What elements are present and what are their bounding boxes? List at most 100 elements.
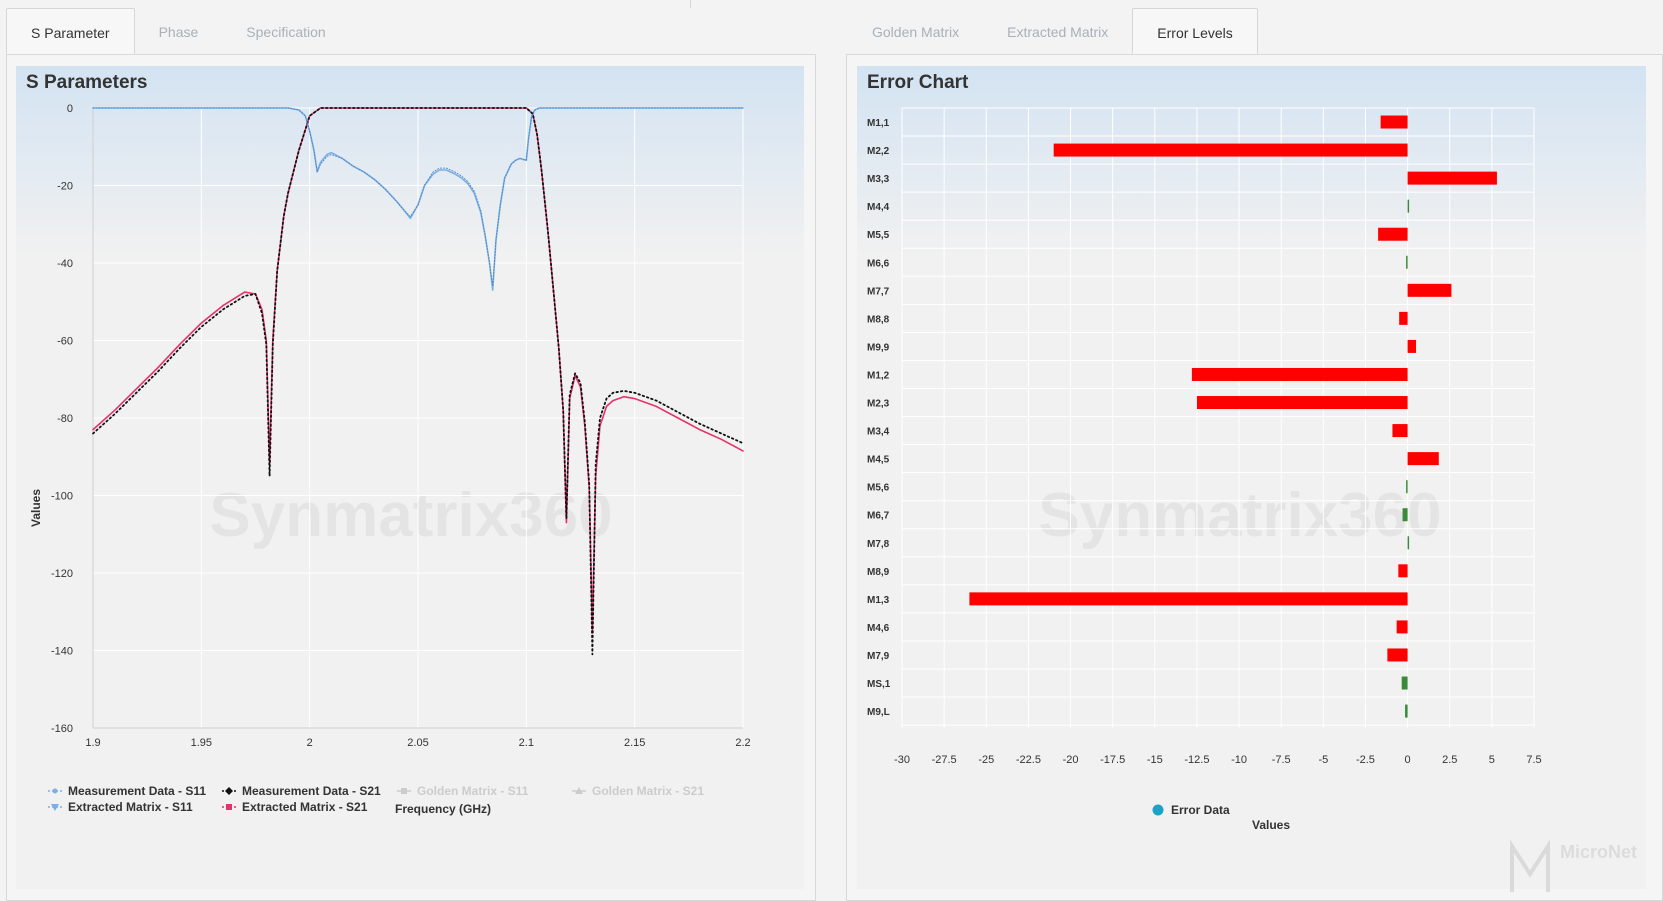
category-label: M5,6	[867, 483, 890, 494]
card-header-gradient	[16, 66, 804, 256]
y-axis-label: Values	[29, 489, 43, 527]
x-tick-label: -30	[894, 754, 910, 766]
error-bar	[1407, 171, 1497, 185]
series-line-measurement-data-s21	[92, 107, 744, 656]
error-chart-watermark: Synmatrix360	[1038, 481, 1441, 550]
x-tick-label: -17.5	[1100, 754, 1125, 766]
series-line-measurement-data-s11	[92, 107, 744, 287]
error-bar	[1053, 143, 1408, 157]
legend-label: Measurement Data - S21	[242, 784, 381, 798]
tab-s-parameter[interactable]: S Parameter	[6, 8, 135, 54]
category-label: M8,8	[867, 314, 890, 325]
y-tick-label: -60	[57, 336, 73, 348]
legend-label: Golden Matrix - S11	[417, 784, 529, 798]
category-label: M7,9	[867, 651, 890, 662]
top-divider	[690, 0, 691, 8]
error-bar	[1196, 396, 1408, 410]
category-label: M9,L	[867, 707, 890, 718]
x-tick-label: -15	[1147, 754, 1163, 766]
legend-marker-square	[226, 804, 232, 810]
category-label: M4,6	[867, 623, 890, 634]
x-tick-label: 0	[1405, 754, 1411, 766]
s-parameters-watermark: Synmatrix360	[209, 481, 612, 550]
legend-marker-triangle	[575, 787, 583, 794]
legend-dot-icon	[1152, 804, 1164, 816]
x-tick-label: 1.9	[85, 737, 100, 749]
x-tick-label: -27.5	[932, 754, 957, 766]
error-bar	[969, 592, 1408, 606]
x-tick-label: -22.5	[1016, 754, 1041, 766]
error-chart-ticks: -30 -27.5 -25 -22.5 -20 -17.5 -15 -12.5 -10 -7.5 -…	[867, 118, 1542, 766]
error-chart[interactable]: Synmatrix360 -30 -27.5 -25 -22.5 -20 -17.5 -15…	[857, 66, 1646, 889]
x-tick-label: -25	[978, 754, 994, 766]
x-tick-label: -7.5	[1272, 754, 1291, 766]
category-label: M9,9	[867, 342, 890, 353]
legend-label: Extracted Matrix - S21	[242, 800, 368, 814]
y-tick-label: -40	[57, 258, 73, 270]
tab-specification[interactable]: Specification	[246, 24, 326, 40]
s-parameters-grid	[92, 107, 744, 729]
x-tick-label: 2	[307, 737, 313, 749]
right-tab-bar: Golden Matrix Extracted Matrix Error Lev…	[848, 8, 1258, 55]
error-chart-bars	[969, 115, 1497, 718]
error-bar	[1405, 704, 1408, 718]
legend-marker-dot	[52, 788, 58, 794]
error-bar	[1191, 367, 1408, 381]
y-tick-label: -160	[51, 723, 73, 735]
x-tick-label: 2.15	[624, 737, 645, 749]
category-label: M2,2	[867, 146, 890, 157]
error-chart-legend: Error Data	[1152, 803, 1230, 817]
tab-golden-matrix[interactable]: Golden Matrix	[872, 24, 960, 40]
category-label: M6,6	[867, 258, 890, 269]
category-label: M1,1	[867, 118, 890, 129]
x-tick-label: 5	[1489, 754, 1495, 766]
x-tick-label: -5	[1318, 754, 1328, 766]
category-label: M1,2	[867, 370, 890, 381]
x-axis-label: Frequency (GHz)	[395, 802, 491, 816]
error-bar	[1396, 620, 1408, 634]
error-bar	[1378, 227, 1408, 241]
error-chart-grid	[901, 107, 1535, 728]
category-label: MS,1	[867, 679, 891, 690]
legend-marker-diamond	[225, 787, 233, 795]
legend-marker-square	[401, 788, 407, 794]
error-bar	[1407, 536, 1410, 550]
category-label: M2,3	[867, 399, 890, 410]
error-bar	[1407, 452, 1439, 466]
error-bar	[1398, 564, 1408, 578]
category-label: M4,4	[867, 202, 890, 213]
category-label: M1,3	[867, 595, 890, 606]
error-chart-title: Error Chart	[867, 72, 969, 93]
y-tick-label: -100	[51, 491, 73, 503]
s-parameters-ticks: 1.9 1.95 2 2.05 2.1 2.15 2.2 0 -20 -40 -60 -80 -100 -…	[51, 103, 751, 749]
x-tick-label: 1.95	[191, 737, 212, 749]
x-tick-label: 7.5	[1526, 754, 1541, 766]
x-tick-label: -10	[1231, 754, 1247, 766]
x-tick-label: -2.5	[1356, 754, 1375, 766]
tab-extracted-matrix[interactable]: Extracted Matrix	[1007, 24, 1109, 40]
error-bar	[1406, 480, 1408, 494]
s-parameters-chart[interactable]: Synmatrix360 1.9 1.95 2 2.05 2.1 2.15 2.2 0 -20 -…	[16, 66, 804, 889]
error-bar	[1407, 339, 1417, 353]
tab-error-levels[interactable]: Error Levels	[1132, 8, 1258, 54]
error-x-axis-label: Values	[1252, 818, 1290, 832]
error-chart-card: Error Chart Synmatrix360 -30 -27.5 -25 -22.…	[857, 66, 1646, 889]
category-label: M3,3	[867, 174, 890, 185]
left-tab-bar: S Parameter Phase Specification	[6, 8, 350, 55]
card-header-gradient	[857, 66, 1646, 256]
category-label: M7,7	[867, 286, 890, 297]
y-tick-label: -20	[57, 181, 73, 193]
y-tick-label: -80	[57, 413, 73, 425]
x-tick-label: 2.05	[407, 737, 428, 749]
x-tick-label: 2.5	[1442, 754, 1457, 766]
tab-phase[interactable]: Phase	[158, 24, 199, 40]
error-bar	[1399, 311, 1408, 325]
s-parameters-card: S Parameters Synmatrix360 1.9 1.95 2 2.05 2.…	[16, 66, 804, 889]
s-parameters-legend: Measurement Data - S11 Measurement Data -…	[48, 784, 704, 814]
x-tick-label: -12.5	[1184, 754, 1209, 766]
x-tick-label: 2.1	[519, 737, 534, 749]
error-bar	[1407, 199, 1410, 213]
error-bar	[1392, 424, 1408, 438]
legend-marker-triangle-down	[51, 804, 59, 811]
legend-label: Extracted Matrix - S11	[68, 800, 193, 814]
